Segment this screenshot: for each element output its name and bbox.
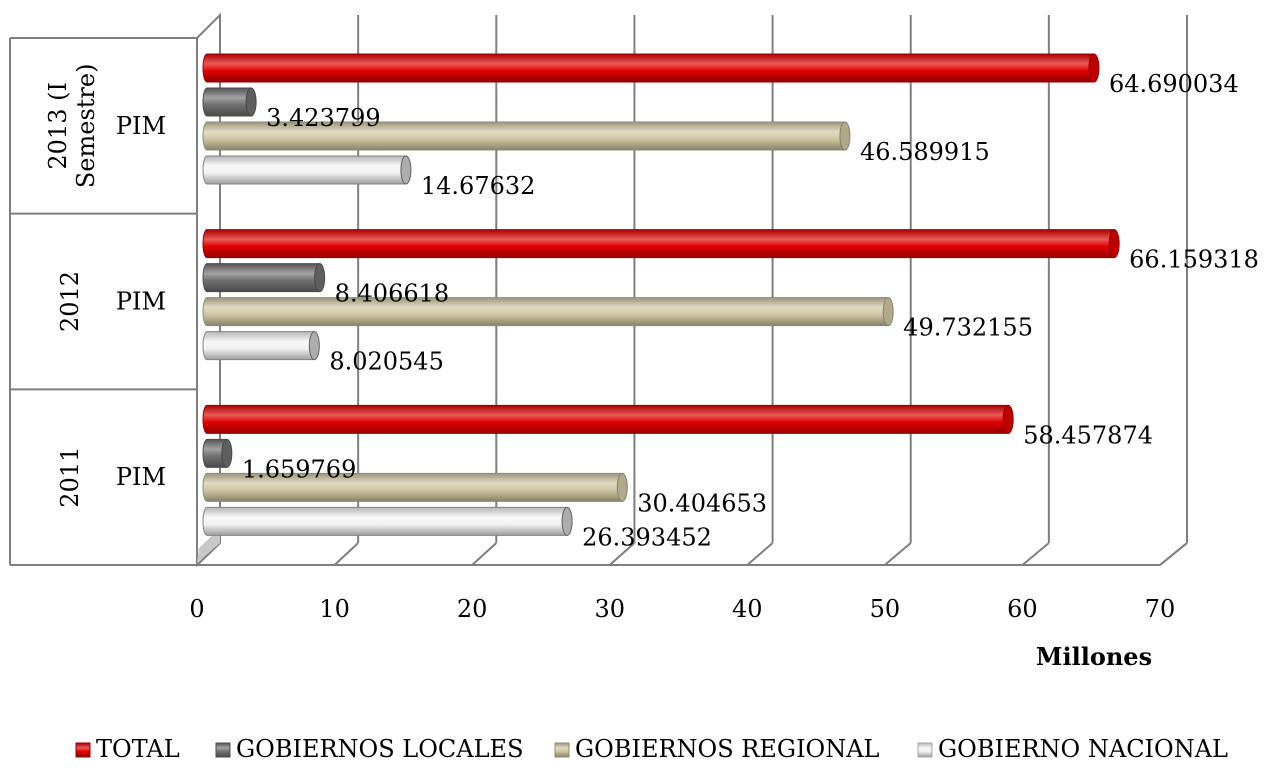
bar-gobierno-nacional (202, 331, 319, 361)
grid (196, 15, 1188, 566)
legend-item-gobierno-nacional: GOBIERNO NACIONAL (917, 735, 1228, 763)
data-label: 3.423799 (266, 104, 381, 132)
bar-total (202, 404, 1013, 434)
legend-label: GOBIERNOS REGIONAL (575, 735, 880, 763)
bar-cap-gobiernos-regional (882, 297, 894, 327)
data-label: 46.589915 (860, 138, 990, 166)
legend-label: GOBIERNOS LOCALES (236, 735, 524, 763)
category-label: PIM (116, 288, 166, 316)
legend-item-total: TOTAL (75, 735, 180, 763)
x-tick-label: 10 (319, 595, 350, 623)
bar-gobiernos-locales (202, 263, 325, 293)
data-label: 8.020545 (329, 348, 444, 376)
x-tick-label: 50 (870, 595, 901, 623)
floor-gridline (1021, 542, 1050, 566)
data-labels: 58.457874 1.659769 30.404653 26.393452 66.15… (242, 70, 1259, 551)
x-tick-label: 30 (594, 595, 625, 623)
legend-label: GOBIERNO NACIONAL (938, 735, 1228, 763)
x-tick-label: 70 (1145, 595, 1176, 623)
category-year-label: 2013 (ISemestre) (44, 64, 100, 189)
legend-swatch (75, 742, 91, 758)
data-label: 8.406618 (335, 280, 450, 308)
x-tick-label: 0 (189, 595, 204, 623)
bar-cap-total (1088, 53, 1100, 83)
bars (202, 53, 1120, 536)
side-wall-shadow (197, 528, 220, 563)
bar-total (202, 53, 1099, 83)
floor-gridline (609, 542, 636, 566)
category-year-label: 2011 (56, 447, 84, 508)
floor-gridline (471, 542, 497, 566)
legend-swatch (917, 742, 933, 758)
bar-cap-total (1002, 404, 1014, 434)
data-label: 49.732155 (903, 314, 1033, 342)
legend: TOTAL GOBIERNOS LOCALES GOBIERNOS REGIONAL… (75, 735, 1228, 763)
x-tick-label: 40 (732, 595, 763, 623)
legend-swatch (215, 742, 231, 758)
data-label: 64.690034 (1109, 70, 1239, 98)
bar-cap-gobierno-nacional (400, 155, 412, 185)
bar-cap-gobiernos-regional (616, 472, 628, 502)
data-label: 1.659769 (242, 455, 357, 483)
legend-label: TOTAL (96, 735, 180, 763)
bar-cap-gobiernos-locales (245, 87, 257, 117)
x-axis-depth-line (1159, 542, 1188, 566)
bar-gobierno-nacional (202, 506, 572, 536)
bar-total (202, 229, 1119, 259)
bar-cap-gobierno-nacional (308, 331, 320, 361)
data-label: 58.457874 (1023, 421, 1153, 449)
floor-gridline (746, 542, 774, 566)
category-label: PIM (116, 463, 166, 491)
bar-gobiernos-regional (202, 297, 893, 327)
bar-cap-gobiernos-locales (314, 263, 326, 293)
bar-cap-gobiernos-locales (221, 438, 233, 468)
legend-swatch (554, 742, 570, 758)
legend-item-gobiernos-regional: GOBIERNOS REGIONAL (554, 735, 880, 763)
data-label: 30.404653 (637, 489, 767, 517)
data-label: 14.67632 (421, 172, 536, 200)
category-year-label: 2012 (56, 271, 84, 332)
bar-cap-gobiernos-regional (839, 121, 851, 151)
bar-gobierno-nacional (202, 155, 411, 185)
x-axis-title: Millones (1036, 642, 1152, 671)
x-tick-label: 20 (457, 595, 488, 623)
category-label: PIM (116, 112, 166, 140)
bar-cap-total (1108, 229, 1120, 259)
data-label: 66.159318 (1129, 246, 1259, 274)
data-label: 26.393452 (582, 523, 712, 551)
bar-cap-gobierno-nacional (561, 506, 573, 536)
floor-gridline (333, 542, 359, 566)
floor-gridline (884, 542, 912, 566)
legend-item-gobiernos-locales: GOBIERNOS LOCALES (215, 735, 524, 763)
x-tick-label: 60 (1007, 595, 1038, 623)
